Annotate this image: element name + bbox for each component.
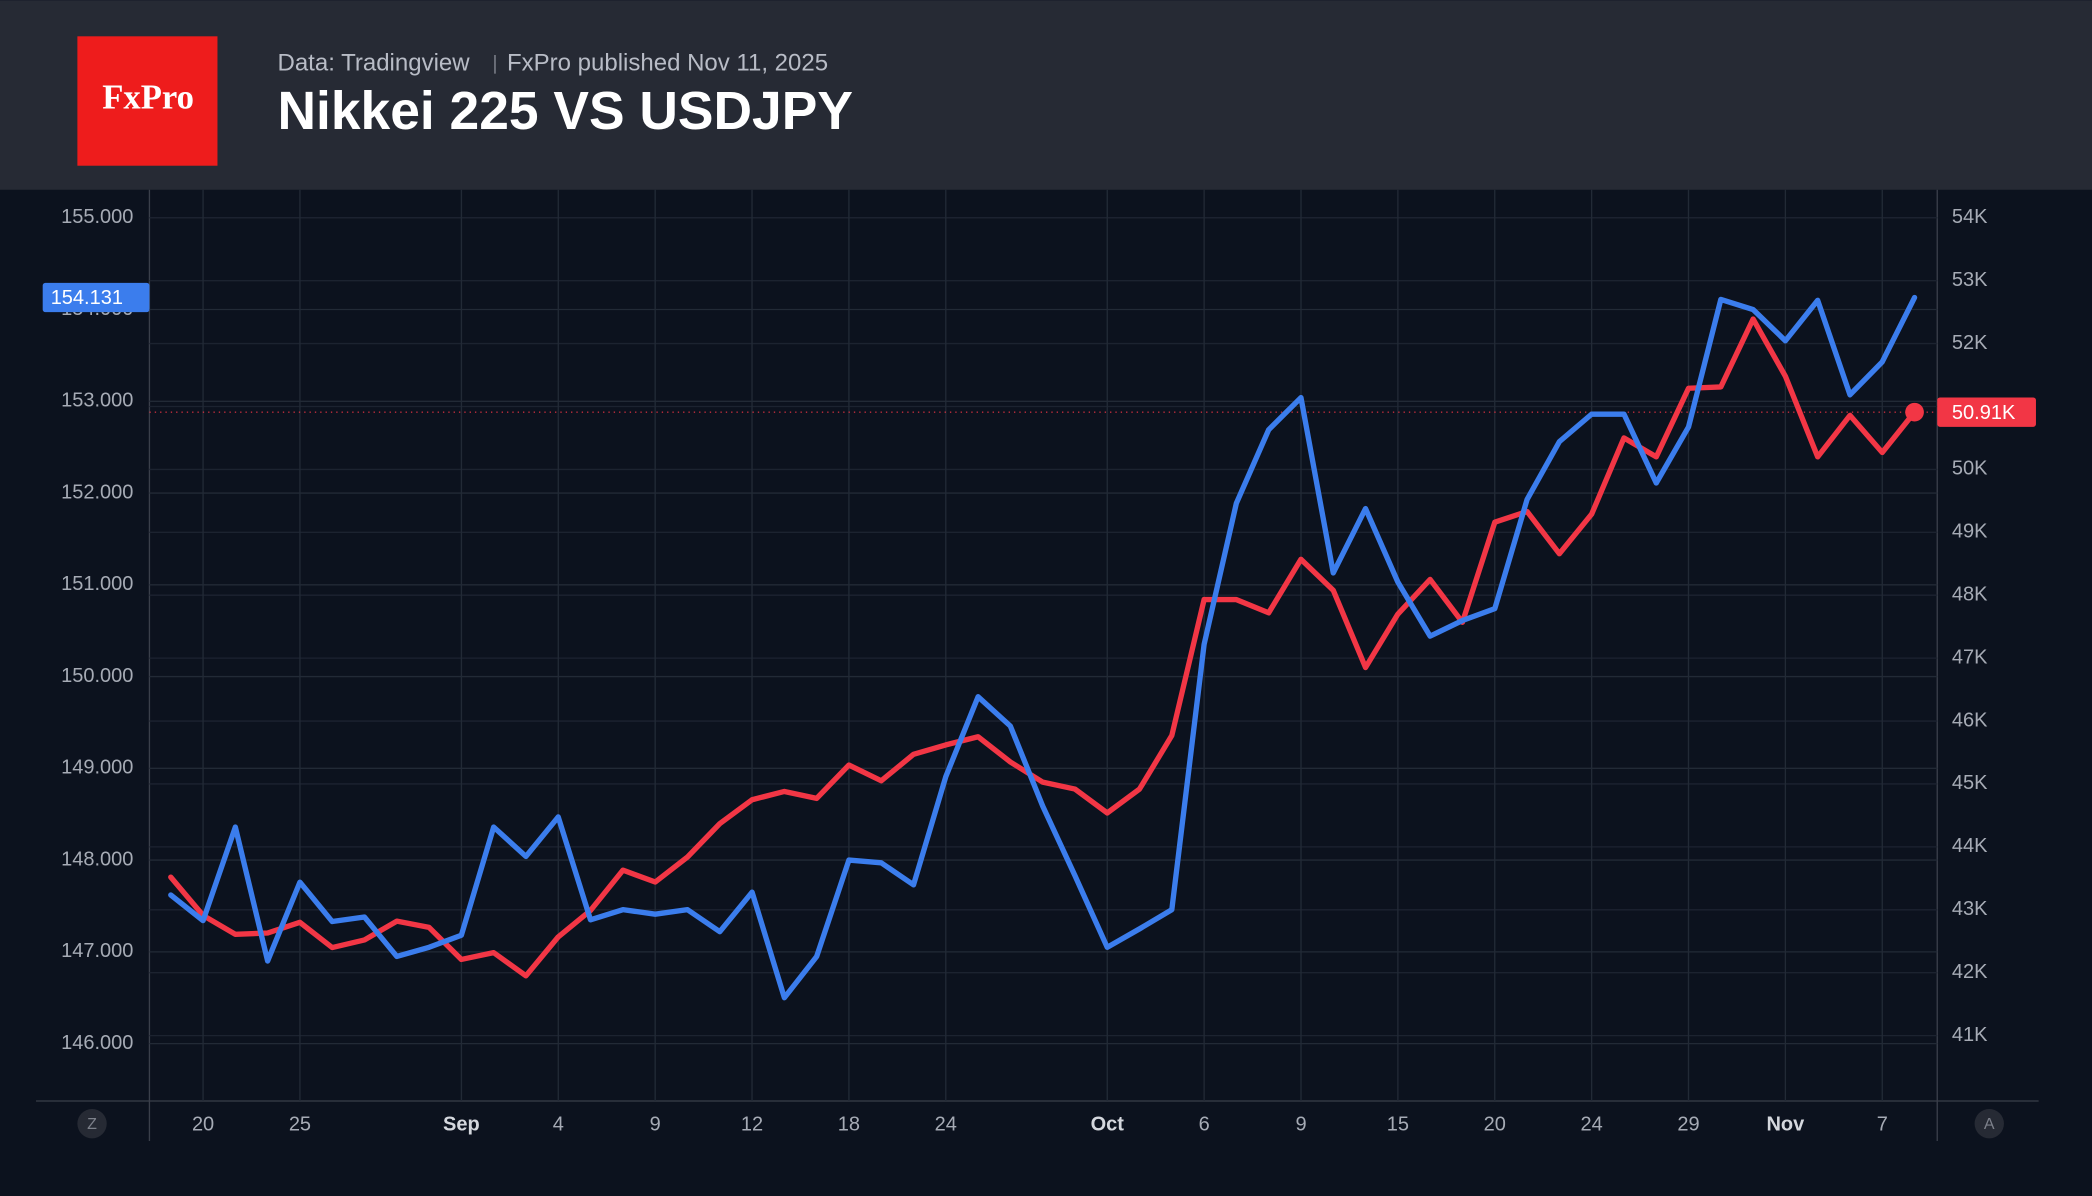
y2-tick-label: 44K (1952, 835, 1988, 857)
y-tick-label: 149.000 (61, 757, 133, 779)
x-tick-label: Sep (443, 1113, 480, 1135)
y2-tick-label: 49K (1952, 521, 1988, 543)
y2-tick-label: 43K (1952, 898, 1988, 920)
x-tick-label: 29 (1677, 1113, 1699, 1135)
x-tick-label: 24 (935, 1113, 957, 1135)
x-tick-label: 9 (650, 1113, 661, 1135)
published: FxPro published Nov 11, 2025 (507, 50, 828, 77)
y2-tick-label: 53K (1952, 269, 1988, 291)
series-line (168, 316, 1918, 979)
y2-tick-label: 47K (1952, 646, 1988, 668)
x-tick-label: 18 (838, 1113, 860, 1135)
logo: FxPro (102, 77, 194, 116)
grid: 146.000 147.000 148.000 149.000 150.000 151.0… (36, 189, 2039, 1142)
y2-tick-label: 48K (1952, 584, 1988, 606)
corner-button (1974, 1108, 2004, 1139)
y-tick-label: 146.000 (61, 1032, 133, 1054)
x-tick-label: 7 (1877, 1113, 1888, 1135)
x-tick-label: 6 (1199, 1113, 1210, 1135)
logo-box (77, 36, 218, 166)
chart-title: Nikkei 225 VS USDJPY (278, 82, 853, 141)
x-tick-label: 4 (553, 1113, 564, 1135)
price-tag-label: 50.91K (1952, 402, 2016, 424)
corner-button (77, 1108, 107, 1139)
y2-tick-label: 54K (1952, 206, 1988, 228)
price-tag (42, 282, 150, 313)
x-tick-label: 15 (1387, 1113, 1409, 1135)
price-tag-label: 154.131 (51, 287, 123, 309)
x-tick-label: 9 (1295, 1113, 1306, 1135)
y2-tick-label: 41K (1952, 1024, 1988, 1046)
last-point (1905, 402, 1924, 422)
plot: 50.91K 154.131 (42, 282, 2036, 1001)
y-tick-label: 152.000 (61, 481, 133, 503)
price-tag (1937, 397, 2036, 427)
y-tick-label: 147.000 (61, 940, 133, 962)
x-tick-label: 25 (289, 1113, 311, 1135)
x-tick-label: Oct (1091, 1113, 1125, 1135)
y-tick-label: 155.000 (61, 206, 133, 228)
y2-tick-label: 52K (1952, 332, 1988, 354)
y-tick-label: 151.000 (61, 573, 133, 595)
x-tick-label: 24 (1581, 1113, 1603, 1135)
source: Data: Tradingview (278, 50, 471, 77)
x-tick-label: 20 (1484, 1113, 1506, 1135)
y2-tick-label: 50K (1952, 458, 1988, 480)
y-tick-label: 148.000 (61, 848, 133, 870)
y-tick-label: 150.000 (61, 665, 133, 687)
header (0, 0, 2092, 190)
corner-button-label: Z (87, 1116, 97, 1133)
x-tick-label: Nov (1766, 1113, 1805, 1135)
series-line (168, 294, 1918, 1001)
x-tick-label: 20 (192, 1113, 214, 1135)
y-tick-label: 153.000 (61, 390, 133, 412)
y2-tick-label: 42K (1952, 961, 1988, 983)
x-tick-label: 12 (741, 1113, 763, 1135)
corner-button-label: A (1984, 1116, 1995, 1133)
y2-tick-label: 45K (1952, 772, 1988, 794)
y2-tick-label: 46K (1952, 709, 1988, 731)
